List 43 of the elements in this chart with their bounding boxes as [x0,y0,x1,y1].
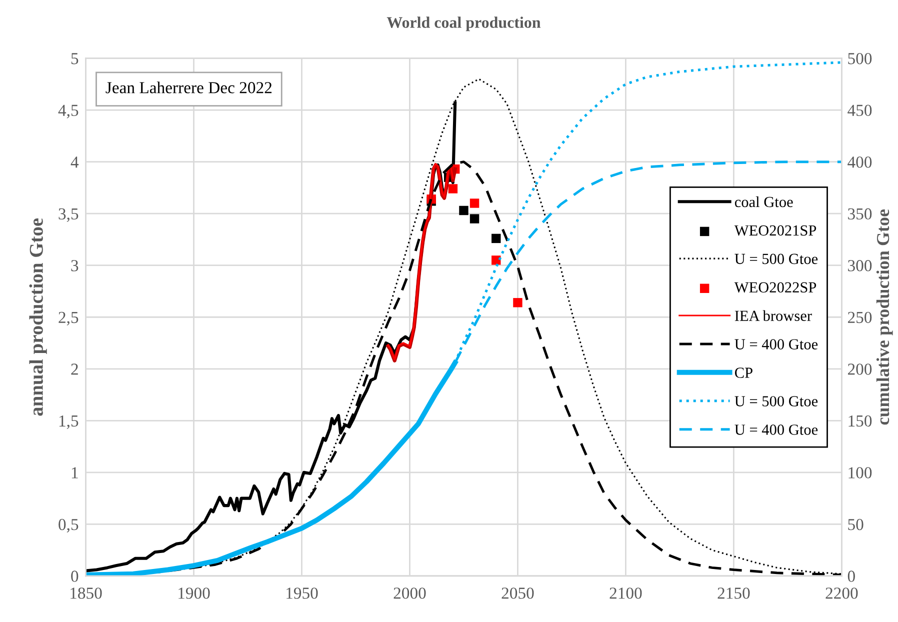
y-tick-label: 0 [71,570,78,582]
y-tick-label: 1,5 [59,415,78,430]
y-tick-label: 3,5 [58,208,78,222]
y-tick-label: 2 [71,364,78,375]
chart-title: World coal production [386,16,541,32]
legend-label: WEO2022SP [734,282,816,293]
y-tick-label: 5 [71,53,78,64]
y2-tick-label: 200 [848,364,872,375]
x-tick-label: 1850 [70,588,102,599]
y2-tick-label: 400 [848,156,872,168]
x-tick-label: 2100 [610,588,642,599]
y-tick-label: 4,5 [58,104,78,118]
x-tick-label: 2200 [826,588,858,599]
y2-tick-label: 250 [848,312,872,324]
x-tick-label: 2150 [718,588,750,599]
legend-label: WEO2021SP [734,225,816,236]
x-tick-label: 2000 [394,588,426,599]
y-tick-label: 1 [72,467,78,478]
x-tick-label: 1900 [178,588,210,599]
y2-tick-label: 100 [848,467,872,478]
y-tick-label: 0,5 [58,518,78,533]
y-tick-label: 3 [71,260,78,272]
y2-tick-label: 300 [848,260,872,272]
y2-tick-label: 350 [848,208,872,220]
y2-tick-label: 150 [848,415,872,427]
legend-label: coal Gtoe [734,196,793,208]
legend-label: IEA browser [734,310,812,321]
legend-label: U = 500 Gtoe [734,254,818,264]
y2-tick-label: 0 [848,570,855,582]
y2-tick-label: 50 [848,518,864,530]
y-tick-label: 2,5 [58,312,78,326]
legend-label: U = 400 Gtoe [734,339,818,350]
x-tick-label: 2050 [502,588,534,599]
annotation: Jean Laherrere Dec 2022 [106,82,272,94]
legend-label: CP [734,368,752,378]
y-axis-title: annual production Gtoe [29,218,47,416]
y2-tick-label: 450 [848,104,872,116]
y2-tick-label: 500 [848,52,872,64]
legend-label: U = 400 Gtoe [734,424,818,435]
x-tick-label: 1950 [286,588,318,599]
legend-label: U = 500 Gtoe [734,396,818,406]
y-tick-label: 4 [70,156,79,168]
y2-axis-title: cumulative production Gtoe [876,209,893,425]
